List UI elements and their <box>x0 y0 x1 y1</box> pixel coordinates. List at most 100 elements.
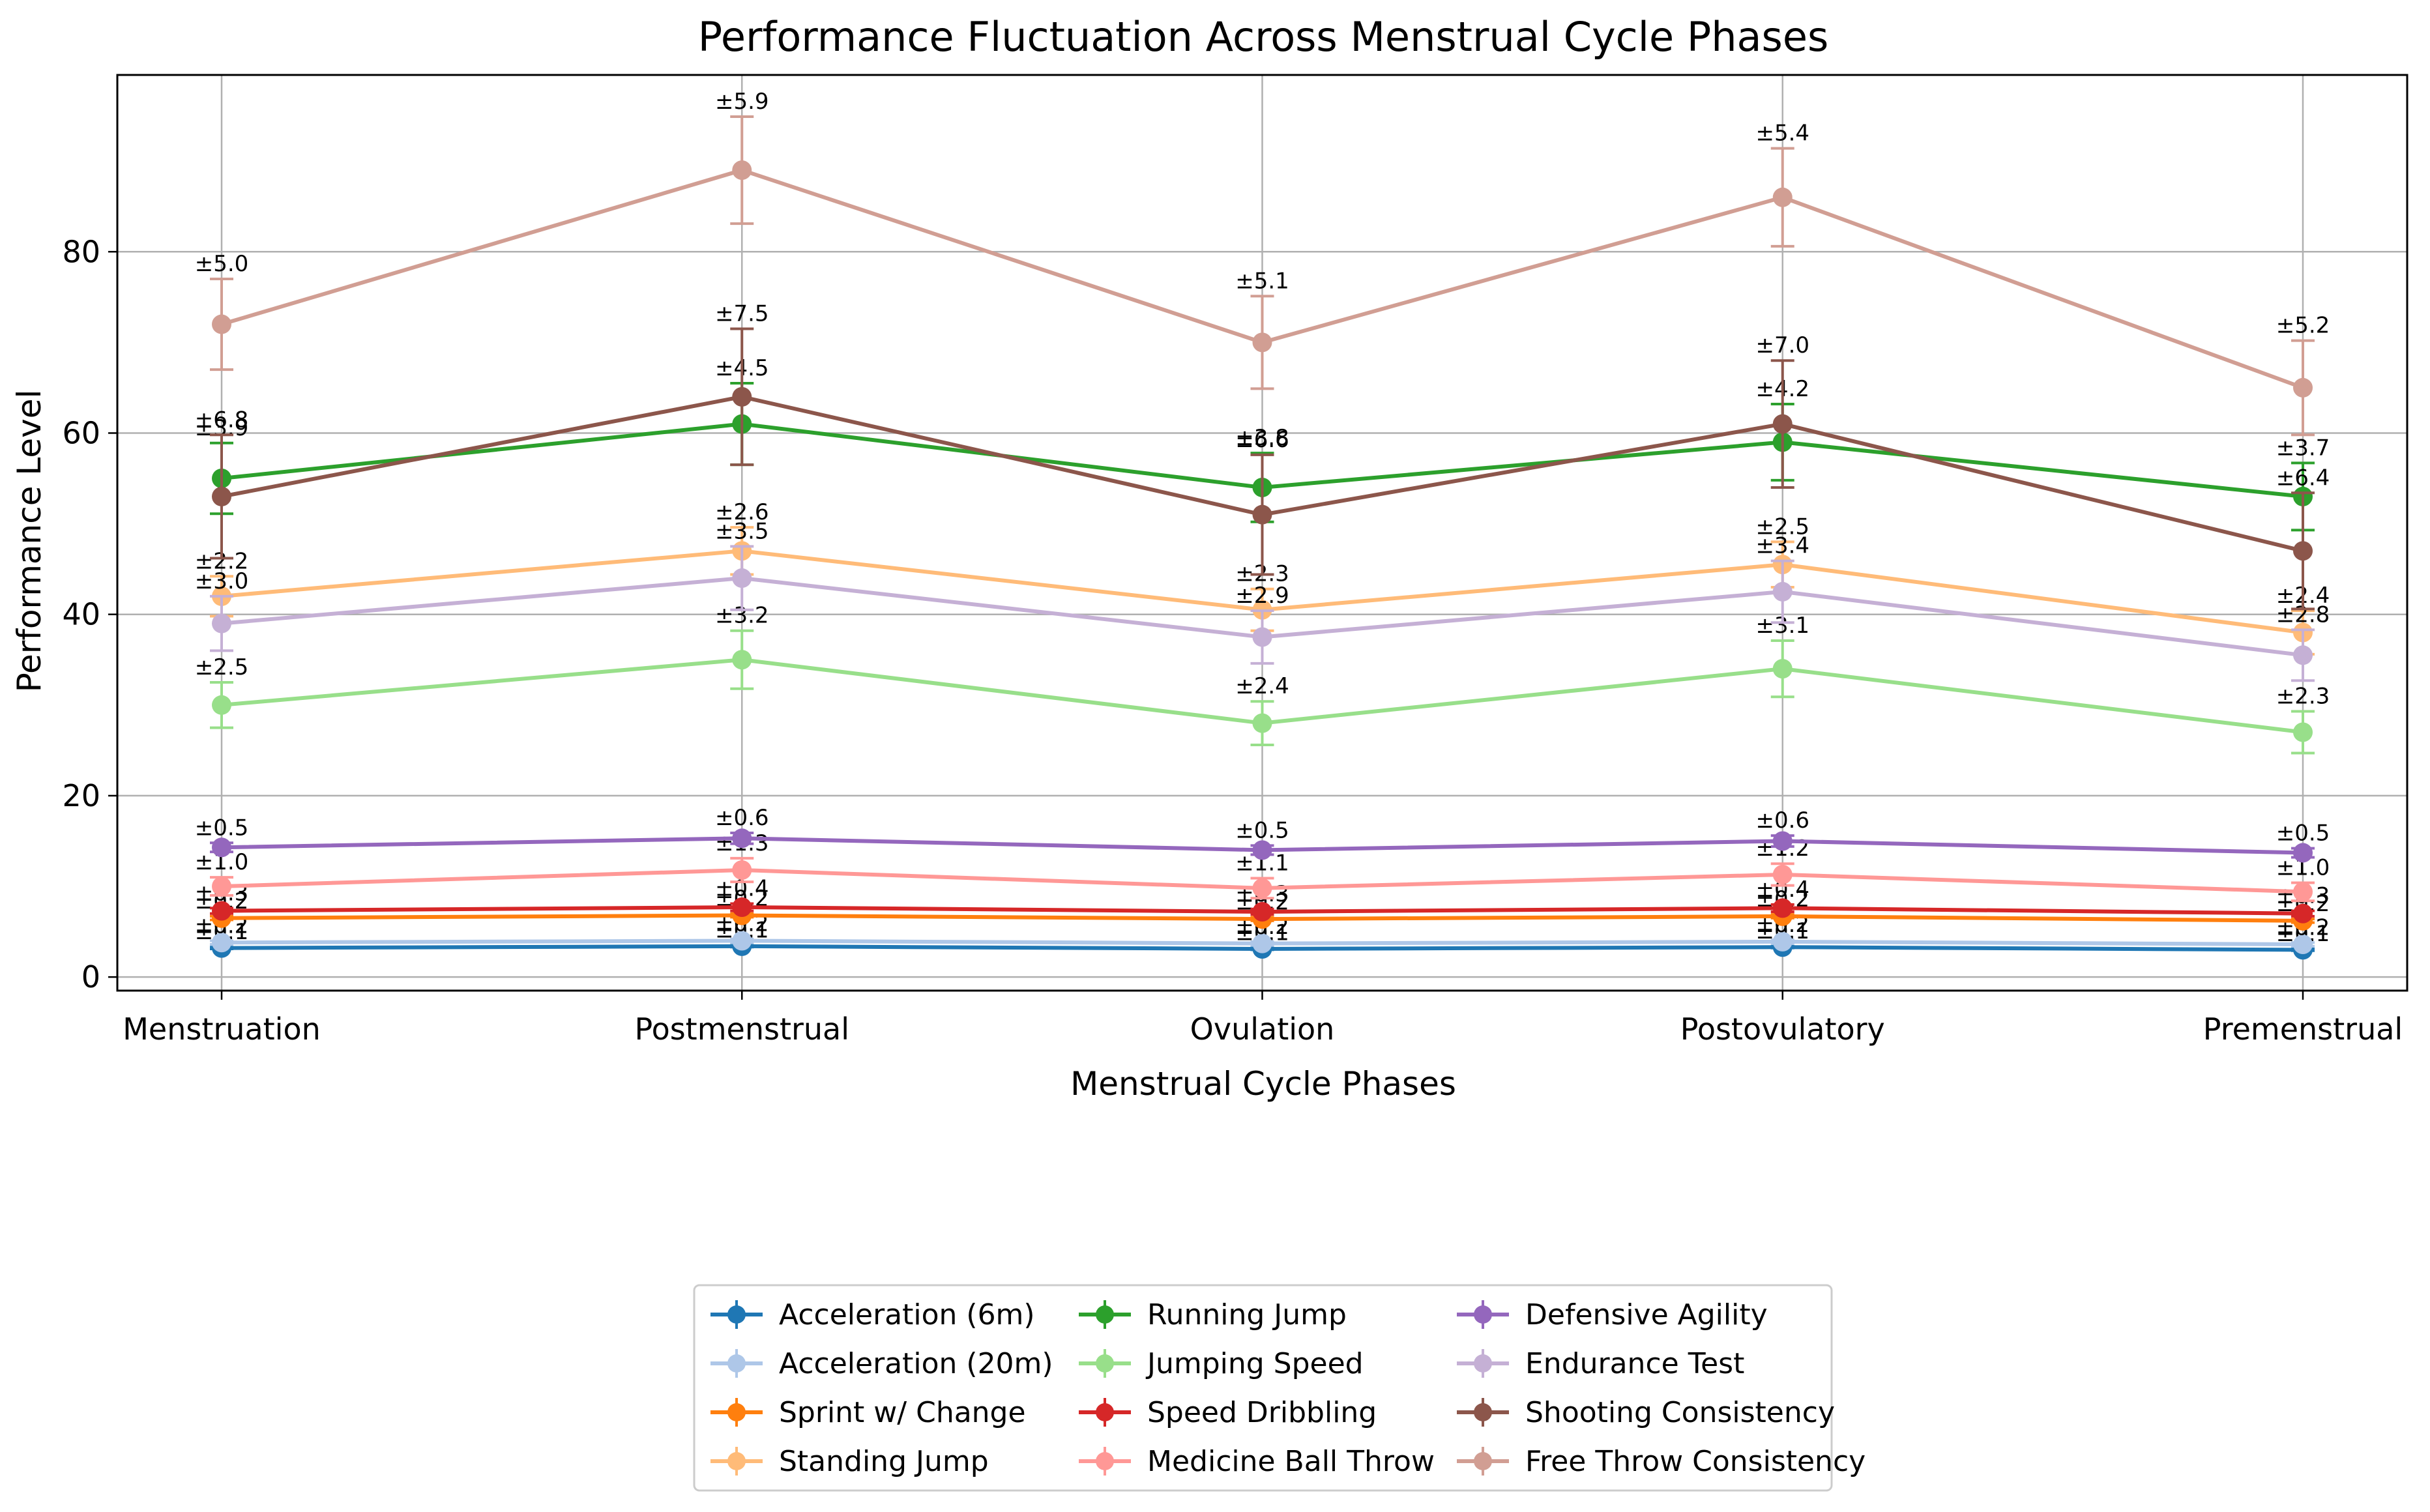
data-point <box>732 931 752 951</box>
data-point <box>732 650 752 670</box>
x-axis-label: Menstrual Cycle Phases <box>1070 1065 1456 1103</box>
error-value-label: ±2.9 <box>1235 583 1289 609</box>
data-point <box>212 933 231 953</box>
data-point <box>732 568 752 589</box>
data-point <box>1772 898 1793 918</box>
error-value-label: ±5.4 <box>1755 121 1809 147</box>
legend-entry-label: Acceleration (6m) <box>779 1298 1035 1331</box>
legend-entry-label: Standing Jump <box>779 1445 989 1478</box>
data-point <box>1772 187 1793 207</box>
data-point <box>1252 933 1272 953</box>
data-point <box>212 695 231 715</box>
y-tick-label: 80 <box>62 234 100 269</box>
legend-entry-label: Defensive Agility <box>1525 1298 1768 1331</box>
error-value-label: ±7.0 <box>1755 332 1809 358</box>
y-axis-label: Performance Level <box>10 390 48 693</box>
y-tick-label: 40 <box>62 597 100 632</box>
legend-entry-label: Jumping Speed <box>1145 1347 1364 1380</box>
data-point <box>212 901 231 921</box>
error-value-label: ±0.6 <box>1755 807 1809 834</box>
data-point <box>1772 659 1793 679</box>
data-point <box>2293 722 2313 742</box>
error-value-label: ±7.5 <box>715 301 769 327</box>
data-point <box>212 486 231 506</box>
legend-swatch-marker <box>727 1354 746 1373</box>
data-point <box>2293 645 2313 665</box>
data-point <box>1772 414 1793 434</box>
legend-entry-label: Shooting Consistency <box>1525 1396 1835 1429</box>
y-tick-label: 0 <box>81 959 100 995</box>
plot-area: Menstruation Postmenstrual Ovulation Postov… <box>62 74 2408 1047</box>
data-point <box>1252 332 1272 353</box>
error-value-label: ±6.8 <box>195 407 249 433</box>
y-tick-label: 20 <box>62 778 100 813</box>
legend-entry-label: Free Throw Consistency <box>1525 1445 1866 1478</box>
data-point <box>212 613 231 633</box>
x-tick-label: Postovulatory <box>1680 1011 1885 1047</box>
error-value-label: ±2.6 <box>715 499 769 525</box>
error-value-label: ±2.5 <box>195 654 249 680</box>
data-point <box>2293 903 2313 923</box>
legend-entry-label: Endurance Test <box>1525 1347 1744 1380</box>
data-point <box>1772 831 1793 851</box>
data-point <box>1252 627 1272 647</box>
error-value-label: ±5.2 <box>2276 313 2330 339</box>
error-value-label: ±3.5 <box>715 518 769 544</box>
legend-swatch-marker <box>727 1403 746 1421</box>
x-tick-label: Postmenstrual <box>634 1011 849 1047</box>
error-value-label: ±3.4 <box>1755 533 1809 559</box>
data-point <box>2293 541 2313 561</box>
legend-swatch-marker <box>727 1452 746 1470</box>
data-point <box>732 828 752 849</box>
error-value-label: ±3.7 <box>2276 435 2330 461</box>
error-value-label: ±5.0 <box>195 251 249 277</box>
data-point <box>1772 581 1793 602</box>
error-value-label: ±0.5 <box>195 815 249 841</box>
error-value-label: ±0.5 <box>2276 821 2330 847</box>
data-point <box>732 860 752 880</box>
legend-swatch-marker <box>1096 1403 1114 1421</box>
chart-title: Performance Fluctuation Across Menstrual… <box>698 13 1829 61</box>
error-value-label: ±0.5 <box>1235 817 1289 843</box>
x-tick-label: Menstruation <box>123 1011 321 1047</box>
legend-swatch-marker <box>1474 1354 1492 1373</box>
error-value-label: ±3.0 <box>195 568 249 594</box>
x-tick-label: Premenstrual <box>2203 1011 2403 1047</box>
legend-swatch-marker <box>1474 1403 1492 1421</box>
data-point <box>2293 882 2313 902</box>
data-point <box>1252 504 1272 525</box>
legend-entry-label: Running Jump <box>1147 1298 1347 1331</box>
error-value-label: ±2.3 <box>2276 684 2330 710</box>
data-point <box>732 386 752 407</box>
legend-entry-label: Acceleration (20m) <box>779 1347 1053 1380</box>
data-point <box>2293 377 2313 398</box>
data-point <box>212 314 231 334</box>
legend-entry-label: Medicine Ball Throw <box>1147 1445 1435 1478</box>
error-value-label: ±6.6 <box>1235 427 1289 453</box>
legend-swatch-marker <box>1096 1305 1114 1324</box>
legend-swatch-marker <box>1474 1305 1492 1324</box>
error-value-label: ±5.1 <box>1235 268 1289 294</box>
data-point <box>1252 840 1272 860</box>
data-point <box>1252 878 1272 898</box>
legend-swatch-marker <box>1474 1452 1492 1470</box>
legend-box <box>693 1284 1833 1492</box>
data-point <box>1252 901 1272 922</box>
data-point <box>732 160 752 181</box>
x-tick-label: Ovulation <box>1190 1011 1335 1047</box>
legend-swatch-marker <box>727 1305 746 1324</box>
legend-swatch-marker <box>1096 1354 1114 1373</box>
error-value-label: ±6.4 <box>2276 465 2330 491</box>
data-point <box>1772 864 1793 884</box>
error-value-label: ±3.8 <box>1235 425 1289 451</box>
legend-swatch-marker <box>1096 1452 1114 1470</box>
legend-entry-label: Sprint w/ Change <box>779 1396 1026 1429</box>
data-point <box>212 837 231 858</box>
legend-entry-label: Speed Dribbling <box>1147 1396 1377 1429</box>
data-point <box>212 877 231 897</box>
data-point <box>1252 713 1272 733</box>
data-point <box>2293 843 2313 863</box>
data-point <box>2293 935 2313 955</box>
data-point <box>732 897 752 918</box>
